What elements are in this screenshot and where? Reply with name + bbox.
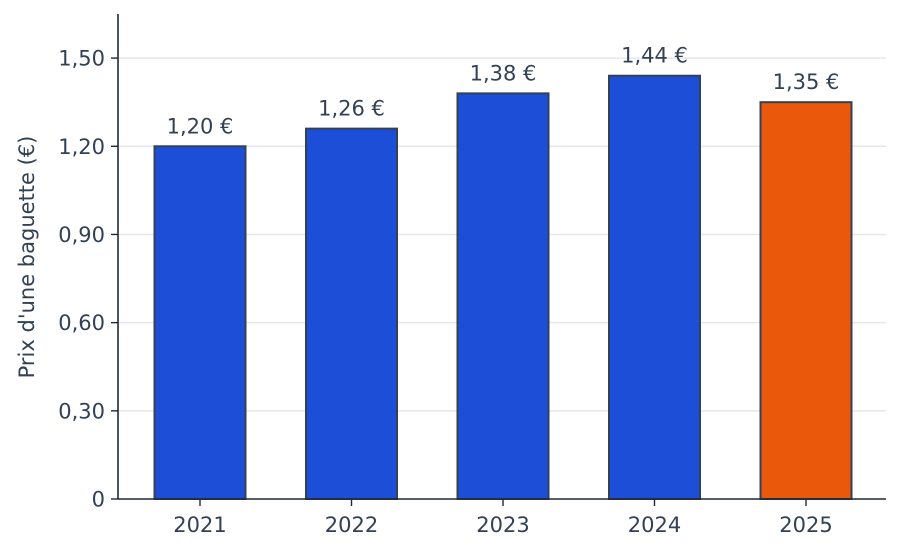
x-tick-label: 2021 [173, 513, 226, 537]
x-tick-label: 2024 [628, 513, 681, 537]
data-label-2022: 1,26 € [318, 97, 385, 121]
y-tick-label: 0,90 [58, 223, 105, 247]
y-tick-label: 0 [92, 488, 105, 512]
y-tick-label: 1,50 [58, 47, 105, 71]
bars [153, 74, 853, 501]
y-tick-label: 1,20 [58, 135, 105, 159]
y-tick-label: 0,30 [58, 399, 105, 423]
x-tick-label: 2022 [325, 513, 378, 537]
data-labels: 1,20 € 1,26 € 1,38 € 1,44 € 1,35 € [167, 44, 840, 139]
data-label-2021: 1,20 € [167, 114, 234, 138]
bar-2025 [759, 101, 853, 500]
x-ticks: 2021 2022 2023 2024 2025 [173, 499, 833, 537]
bar-2024 [608, 74, 701, 501]
bar-2022 [305, 127, 398, 501]
data-label-2024: 1,44 € [621, 44, 688, 68]
y-ticks: 0 0,30 0,60 0,90 1,20 1,50 [58, 47, 118, 512]
bar-2021 [153, 145, 247, 500]
x-tick-label: 2025 [779, 513, 832, 537]
bar-2023 [456, 92, 550, 500]
y-tick-label: 0,60 [58, 311, 105, 335]
axes [117, 14, 886, 500]
x-tick-label: 2023 [476, 513, 529, 537]
data-label-2025: 1,35 € [773, 70, 840, 94]
y-axis-title: Prix d'une baguette (€) [15, 136, 39, 379]
data-label-2023: 1,38 € [470, 61, 537, 85]
